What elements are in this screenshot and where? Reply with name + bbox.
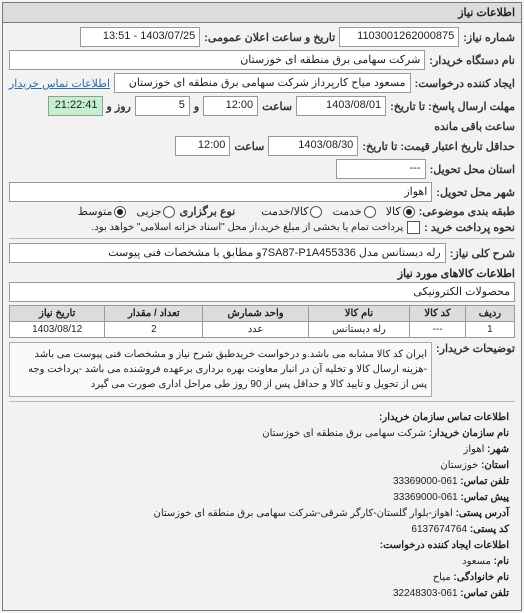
cr-phone: 061-32248303 [393,588,458,599]
org-label: نام دستگاه خریدار: [429,54,515,67]
c-province: خوزستان [440,460,478,471]
contact-block: اطلاعات تماس سازمان خریدار: نام سازمان خ… [9,406,515,606]
province-label: استان محل تحویل: [430,163,515,176]
goods-group-field: محصولات الکترونیکی [9,282,515,302]
category-label: طبقه بندی موضوعی: [419,205,515,218]
th-0: ردیف [465,306,514,322]
c-phone: 061-33369000 [393,476,458,487]
table-header-row: ردیف کد کالا نام کالا واحد شمارش تعداد /… [10,306,515,322]
radio-small-label: جزیی [136,205,161,218]
c-city-label: شهر: [487,444,509,455]
city-field: اهواز [9,182,432,202]
org-field: شرکت سهامی برق منطقه ای خوزستان [9,50,425,70]
req-number-field: 1103001262000875 [339,27,459,47]
c-province-label: استان: [481,460,509,471]
contact-link[interactable]: اطلاعات تماس خریدار [9,77,110,90]
th-4: تعداد / مقدار [105,306,203,322]
cr-name: مسعود [462,556,491,567]
province-field: --- [336,159,426,179]
scale-label: نوع برگزاری [179,205,235,218]
radio-goods[interactable]: کالا [386,205,415,218]
td-1: --- [410,322,466,338]
th-5: تاریخ نیاز [10,306,105,322]
validity-time-field: 12:00 [175,136,230,156]
buyer-note-label: توضیحات خریدار: [436,342,515,355]
goods-section-title: اطلاعات کالاهای مورد نیاز [9,267,515,280]
c-zip: 6137674764 [411,524,467,535]
radio-small[interactable]: جزیی [136,205,175,218]
th-3: واحد شمارش [203,306,308,322]
radio-medium-label: متوسط [78,205,113,218]
cr-phone-label: تلفن تماس: [460,588,509,599]
panel-title: اطلاعات نیاز [3,3,521,23]
time-label-2: ساعت [234,140,264,153]
payment-checkbox[interactable] [407,221,420,234]
radio-medium[interactable]: متوسط [78,205,127,218]
time-label-1: ساعت [262,100,292,113]
td-5: 1403/08/12 [10,322,105,338]
td-2: رله دیستانس [308,322,410,338]
city-label: شهر محل تحویل: [436,186,515,199]
payment-text: پرداخت تمام یا بخشی از مبلغ خرید،از محل … [92,222,404,233]
c-org: شرکت سهامی برق منطقه ای خوزستان [262,428,426,439]
deadline-label: مهلت ارسال پاسخ: تا تاریخ: [390,100,515,113]
req-number-label: شماره نیاز: [463,31,515,44]
c-addr: اهواز-بلوار گلستان-کارگر شرقی-شرکت سهامی… [153,508,452,519]
c-city: اهواز [464,444,485,455]
contact-title: اطلاعات تماس سازمان خریدار: [379,412,509,423]
requester-field: مسعود میاح کارپرداز شرکت سهامی برق منطقه… [114,73,411,93]
cr-lname: میاح [433,572,451,583]
panel-body: شماره نیاز: 1103001262000875 تاریخ و ساع… [3,23,521,610]
time-remaining-field: 21:22:41 [48,96,103,116]
c-phone-label: تلفن تماس: [460,476,509,487]
pub-datetime-label: تاریخ و ساعت اعلان عمومی: [204,31,335,44]
radio-service[interactable]: خدمت [332,205,375,218]
td-4: 2 [105,322,203,338]
days-remaining-field: 5 [135,96,190,116]
goods-table: ردیف کد کالا نام کالا واحد شمارش تعداد /… [9,305,515,338]
time-remaining-label: ساعت باقی مانده [434,120,515,133]
radio-goods-label: کالا [386,205,401,218]
days-label: روز و [107,100,131,113]
c-addr-label: آدرس پستی: [456,508,509,519]
creator-title: اطلاعات ایجاد کننده درخواست: [380,540,509,551]
payment-label: نحوه پرداخت خرید : [424,221,515,234]
c-fax: 061-33369000 [393,492,458,503]
and-label: و [194,100,199,113]
cr-name-label: نام: [494,556,509,567]
td-3: عدد [203,322,308,338]
separator-2 [9,401,515,402]
c-org-label: نام سازمان خریدار: [429,428,509,439]
radio-service-label: خدمت [332,205,361,218]
validity-date-field: 1403/08/30 [268,136,358,156]
deadline-time-field: 12:00 [203,96,258,116]
requester-label: ایجاد کننده درخواست: [415,77,515,90]
radio-goods-service-label: کالا/خدمت [261,205,308,218]
validity-label: حداقل تاریخ اعتبار قیمت: تا تاریخ: [362,140,515,153]
separator-1 [9,238,515,239]
td-0: 1 [465,322,514,338]
pub-datetime-field: 1403/07/25 - 13:51 [80,27,200,47]
radio-goods-service[interactable]: کالا/خدمت [261,205,322,218]
buyer-note: ایران کد کالا مشابه می باشد.و درخواست خر… [9,342,432,397]
c-fax-label: پیش تماس: [461,492,509,503]
table-row: 1 --- رله دیستانس عدد 2 1403/08/12 [10,322,515,338]
cr-lname-label: نام خانوادگی: [453,572,509,583]
c-zip-label: کد پستی: [470,524,509,535]
desc-label: شرح کلی نیاز: [450,247,515,260]
th-2: نام کالا [308,306,410,322]
deadline-date-field: 1403/08/01 [296,96,386,116]
desc-field: رله دیستانس مدل 7SA87-P1A455336و مطابق ب… [9,243,446,263]
info-panel: اطلاعات نیاز شماره نیاز: 110300126200087… [2,2,522,611]
th-1: کد کالا [410,306,466,322]
